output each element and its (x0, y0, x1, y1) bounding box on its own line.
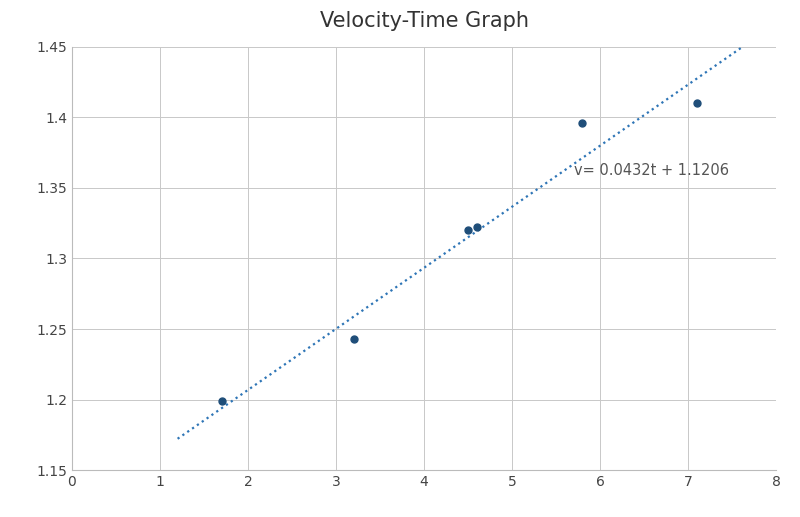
Point (462, 226, 474, 234)
Title: Velocity-Time Graph: Velocity-Time Graph (319, 11, 529, 31)
Point (347, 335, 360, 343)
Point (576, 119, 589, 127)
Point (690, 99, 703, 107)
Point (470, 223, 483, 232)
Point (215, 397, 228, 405)
Text: v= 0.0432t + 1.1206: v= 0.0432t + 1.1206 (574, 163, 729, 178)
